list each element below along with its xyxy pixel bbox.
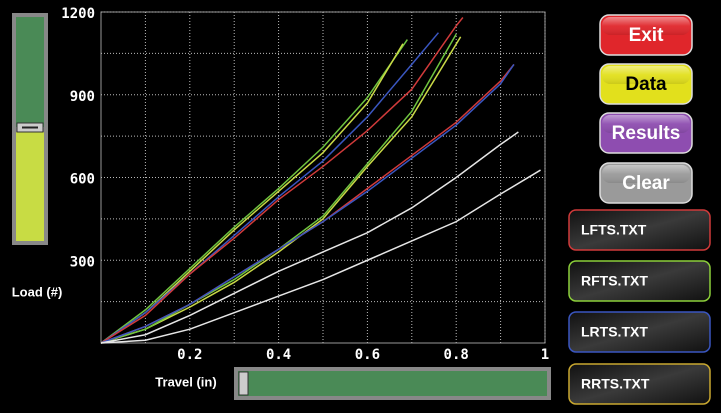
curve [100, 63, 515, 344]
x-tick-label: 0.8 [444, 347, 469, 363]
x-tick-label: 0.2 [177, 347, 202, 363]
file-label: RRTS.TXT [581, 376, 650, 392]
file-button[interactable] [568, 260, 711, 302]
button-gloss [602, 115, 690, 133]
file-button[interactable] [568, 363, 711, 405]
y-tick-label: 1200 [61, 6, 95, 22]
curve [100, 39, 408, 344]
y-axis-label: Load (#) [12, 284, 63, 299]
travel-handle[interactable] [238, 371, 249, 396]
button-label: Exit [629, 25, 665, 46]
button-gloss [602, 66, 690, 84]
file-button[interactable] [568, 311, 711, 353]
x-tick-label: 1 [541, 347, 549, 363]
travel-fill [238, 371, 547, 396]
curve [100, 17, 464, 344]
gauge-empty [16, 17, 44, 127]
button-gloss [602, 17, 690, 35]
y-tick-label: 600 [70, 172, 95, 188]
x-tick-label: 0.4 [266, 347, 291, 363]
button-label: Data [625, 74, 667, 95]
button-label: Results [612, 123, 681, 144]
file-label: RFTS.TXT [581, 273, 648, 289]
y-tick-label: 300 [70, 254, 95, 270]
y-tick-label: 900 [70, 89, 95, 105]
button-label: Clear [622, 173, 670, 194]
file-button[interactable] [568, 209, 711, 251]
x-tick-label: 0.6 [355, 347, 380, 363]
curve [100, 131, 519, 344]
curve [100, 36, 462, 344]
curve [100, 169, 541, 344]
button-gloss [602, 165, 690, 183]
file-label: LFTS.TXT [581, 222, 647, 238]
x-axis-label: Travel (in) [155, 374, 216, 389]
gauge-fill [16, 132, 44, 241]
curve [100, 32, 440, 344]
file-label: LRTS.TXT [581, 324, 648, 340]
